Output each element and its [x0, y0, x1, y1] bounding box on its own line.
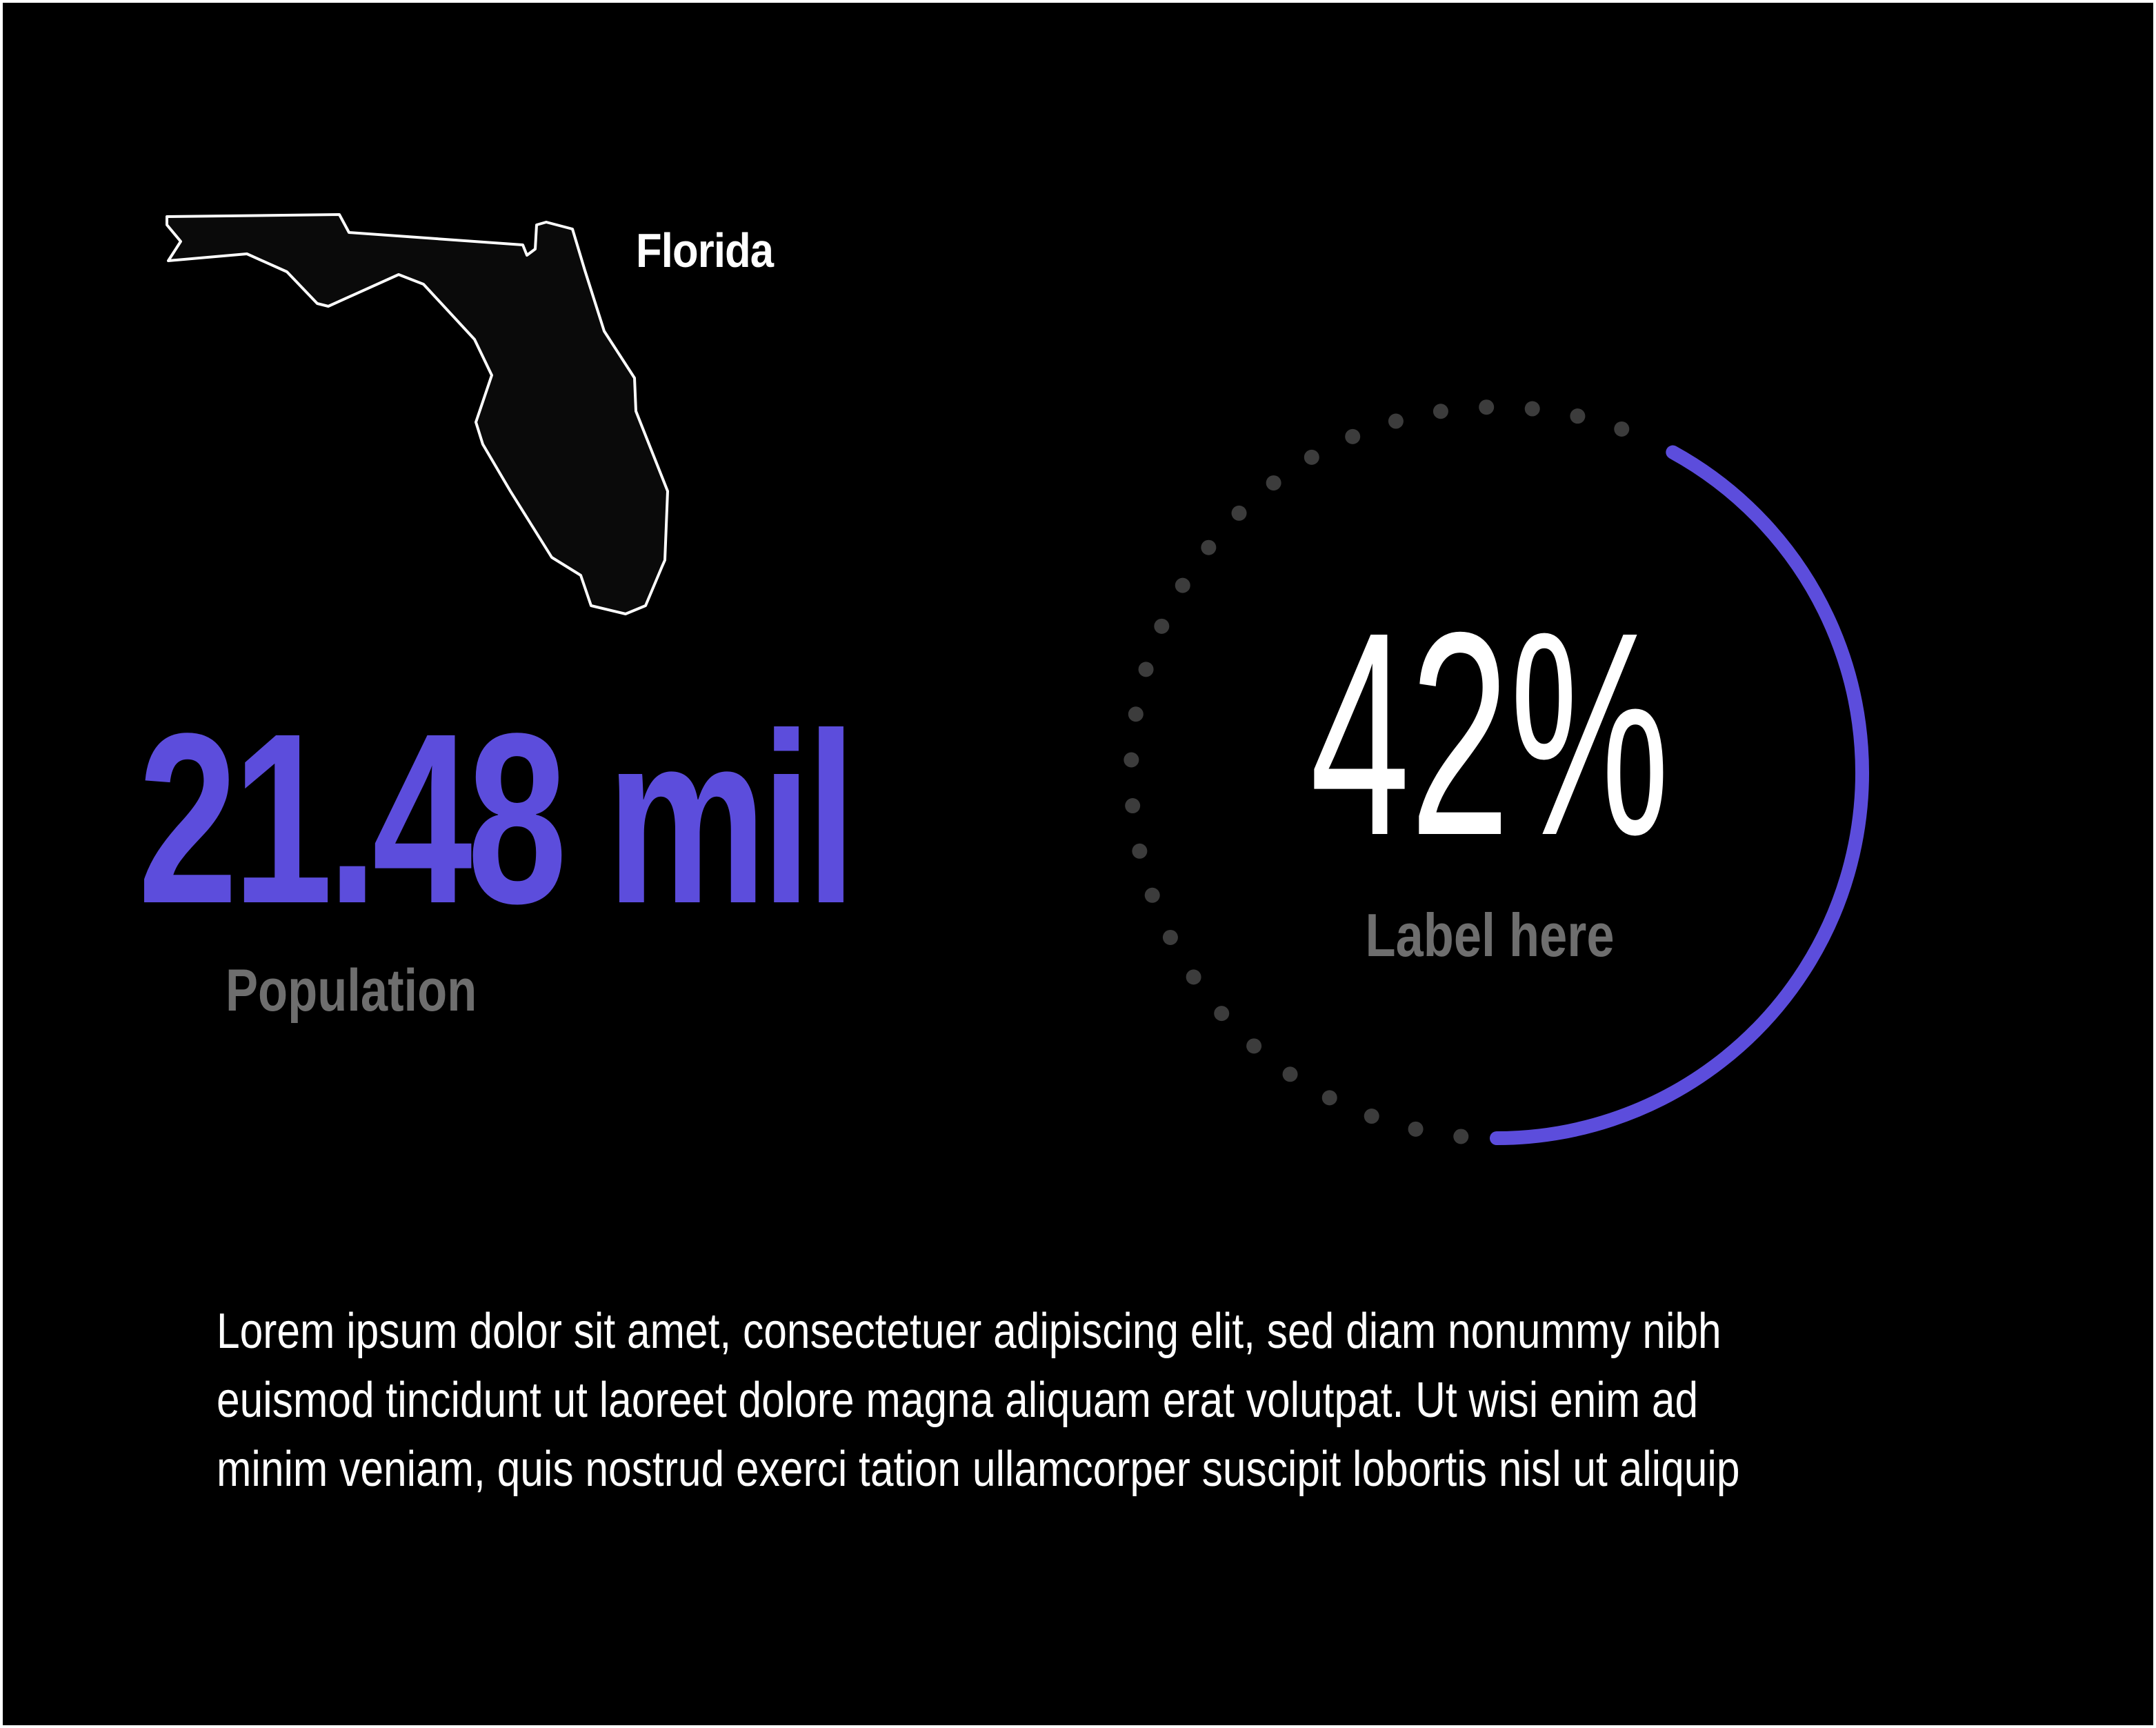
state-name: Florida [636, 224, 774, 277]
gauge-track-dot [1201, 539, 1217, 555]
gauge-track-dot [1364, 1109, 1379, 1124]
gauge-track-dot [1162, 929, 1178, 945]
gauge-track-dot [1570, 408, 1586, 424]
population-label: Population [226, 957, 477, 1024]
gauge-track-dot [1132, 843, 1148, 859]
gauge-track-dot [1231, 505, 1247, 521]
gauge-value-text: 42% [1310, 573, 1670, 896]
gauge-track-dot [1125, 798, 1141, 814]
gauge-track-dot [1266, 475, 1281, 491]
gauge-track-dot [1124, 752, 1139, 768]
gauge-label-text: Label here [1365, 901, 1615, 969]
gauge-track-dot [1282, 1066, 1298, 1082]
description-line: euismod tincidunt ut laoreet dolore magn… [217, 1373, 1699, 1428]
gauge-track-dot [1433, 404, 1448, 419]
gauge-track-dot [1614, 421, 1630, 437]
description-line: Lorem ipsum dolor sit amet, consectetuer… [217, 1304, 1721, 1359]
gauge-track-dot [1144, 887, 1160, 903]
description-line: minim veniam, quis nostrud exerci tation… [217, 1442, 1740, 1497]
gauge-track-dot [1408, 1121, 1424, 1137]
gauge-track-dot [1138, 662, 1154, 677]
gauge-track-dot [1479, 399, 1495, 415]
gauge-track-dots [1124, 399, 1630, 1144]
description-paragraph: Lorem ipsum dolor sit amet, consectetuer… [217, 1297, 1839, 1504]
gauge-track-dot [1128, 706, 1144, 722]
gauge-track-dot [1524, 401, 1540, 417]
gauge-track-dot [1345, 428, 1361, 444]
gauge-track-dot [1175, 577, 1190, 593]
gauge-track-dot [1321, 1090, 1337, 1106]
gauge-progress-arc [1490, 445, 1869, 1145]
gauge-track-dot [1186, 969, 1201, 985]
gauge-track-dot [1246, 1038, 1262, 1054]
population-value: 21.48 mil [138, 682, 856, 954]
gauge-track-dot [1304, 449, 1319, 465]
gauge-track-dot [1154, 618, 1170, 634]
gauge-track-dot [1214, 1006, 1230, 1022]
gauge-track-dot [1453, 1129, 1469, 1144]
gauge-track-dot [1388, 413, 1404, 429]
